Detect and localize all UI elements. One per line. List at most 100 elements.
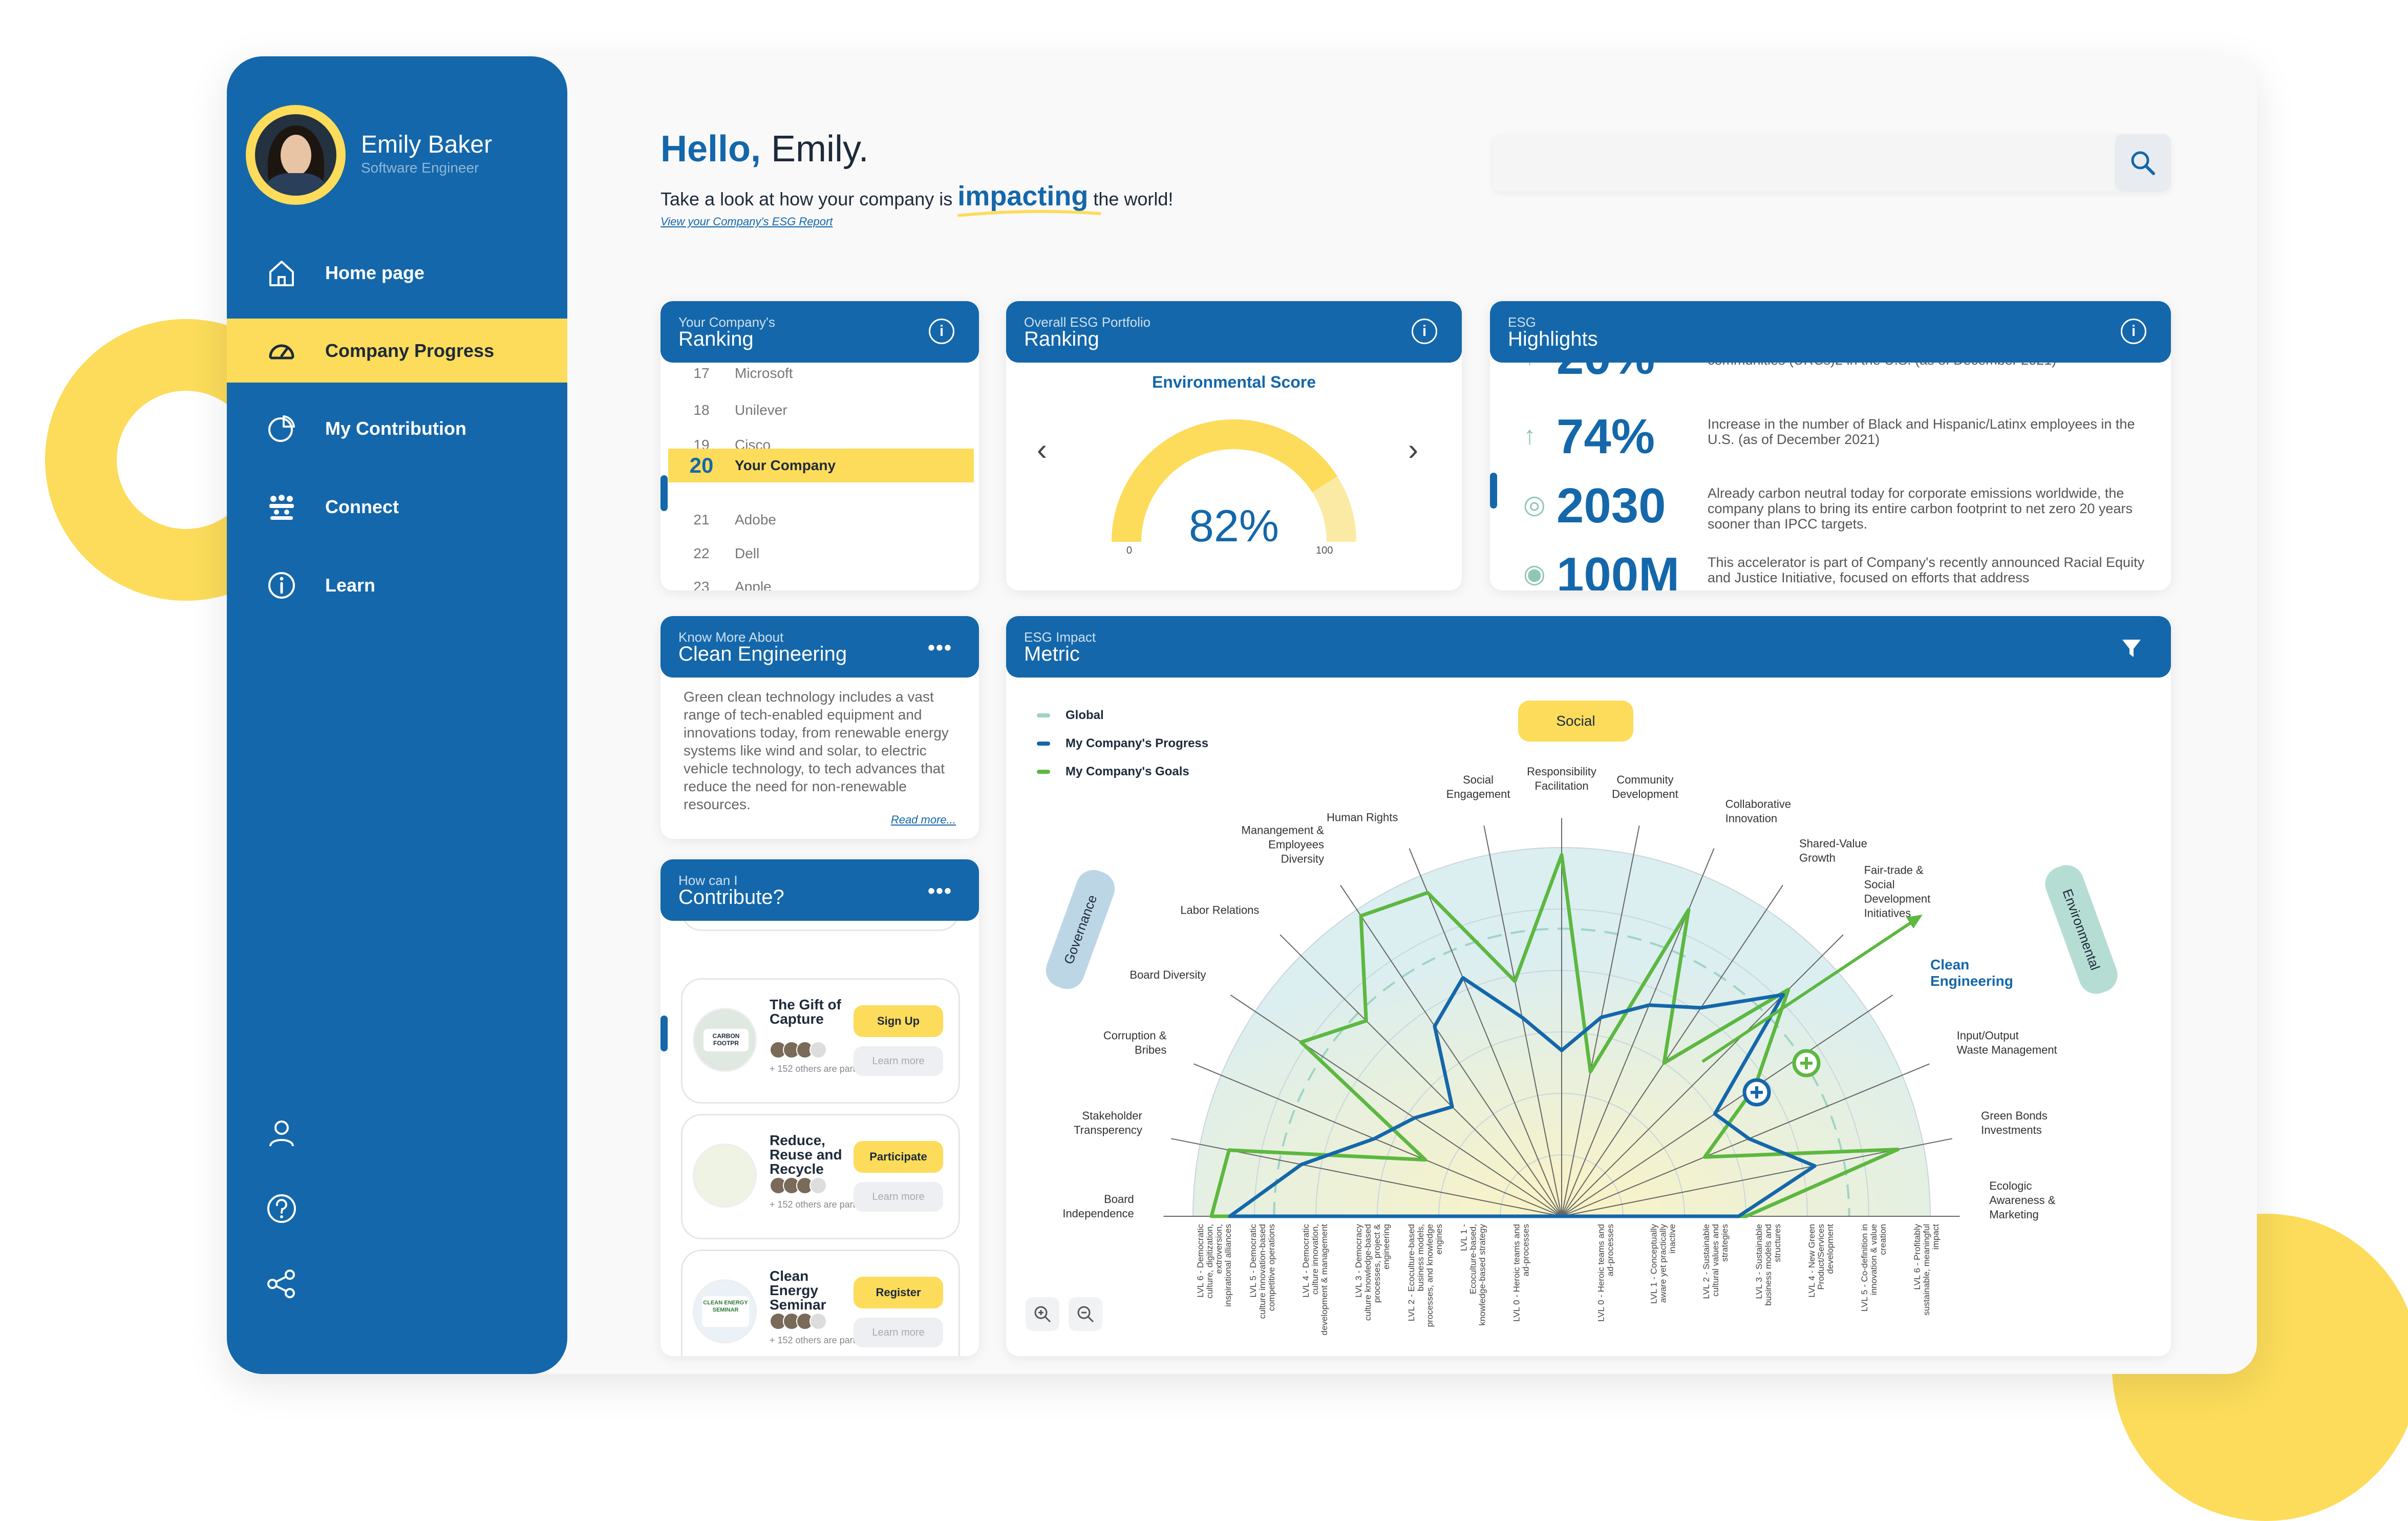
contribution-image: CLEAN ENERGY SEMINAR (693, 1279, 757, 1343)
plus-marker-goal[interactable] (1792, 1049, 1821, 1078)
governance-group-label[interactable]: Governance (1041, 865, 1120, 994)
page-subtitle: Take a look at how your company is impac… (660, 180, 1173, 217)
esg-report-link[interactable]: View your Company's ESG Report (660, 215, 833, 228)
card-title: Clean Engineering (678, 643, 847, 665)
rank-number: 20 (689, 453, 714, 477)
highlights-card-header: ESG Highlights i (1490, 301, 2171, 363)
scrollbar[interactable] (1490, 473, 1497, 509)
help-icon[interactable] (265, 1192, 298, 1225)
axis-label: Ecologic Awareness & Marketing (1989, 1179, 2056, 1221)
axis-label: Responsibility Facilitation (1527, 765, 1596, 792)
social-group-label[interactable]: Social (1518, 701, 1633, 742)
level-label: LVL 0 - Heroic teams andad-processes (1512, 1224, 1531, 1322)
card-title: Ranking (678, 328, 754, 350)
register-button[interactable]: Register (854, 1277, 943, 1308)
more-options-icon[interactable]: ••• (927, 637, 952, 659)
info-icon[interactable]: i (929, 319, 954, 344)
legend-item-global: Global (1037, 708, 1104, 723)
zoom-out-button[interactable] (1069, 1297, 1102, 1331)
environmental-group-label[interactable]: Environmental (2040, 860, 2122, 999)
ranking-row[interactable]: 21 Adobe (668, 504, 974, 536)
learn-more-button[interactable]: Learn more (854, 1046, 943, 1076)
ranking-row[interactable]: 18 Unilever (668, 394, 974, 426)
chevron-left-icon[interactable]: ‹ (1037, 432, 1047, 467)
search-input[interactable] (1493, 134, 2171, 192)
rank-company: Your Company (735, 457, 836, 473)
nav-active-highlight (227, 319, 567, 383)
ranking-row[interactable]: 17 Microsoft (668, 357, 974, 389)
ranking-row-highlighted[interactable]: 20 Your Company (668, 449, 974, 482)
search-button[interactable] (2115, 134, 2171, 192)
scrollbar[interactable] (660, 1016, 668, 1051)
learn-more-button[interactable]: Learn more (854, 1318, 943, 1347)
people-icon (269, 495, 294, 520)
contribution-image-badge: CLEAN ENERGY SEMINAR (702, 1296, 749, 1327)
info-icon[interactable]: i (2121, 319, 2146, 344)
ranking-row[interactable]: 23 Apple (668, 571, 974, 590)
rank-number: 17 (693, 365, 710, 381)
legend-label: My Company's Progress (1066, 736, 1209, 750)
axis-label: Corruption & Bribes (1103, 1029, 1167, 1056)
filter-icon[interactable] (2120, 637, 2143, 659)
participate-button[interactable]: Participate (854, 1141, 943, 1173)
subtitle-emphasis-text: impacting (957, 181, 1089, 212)
zoom-in-button[interactable] (1026, 1297, 1059, 1331)
know-more-text: Green clean technology includes a vast r… (684, 689, 949, 812)
greeting-hello: Hello, (660, 129, 761, 170)
axis-label: Collaborative Innovation (1725, 797, 1791, 825)
contribute-card-header: How can I Contribute? ••• (660, 859, 979, 921)
axis-label: Board Independence (1062, 1193, 1134, 1220)
profile-icon[interactable] (265, 1116, 298, 1149)
highlights-card: ↑ 20% Increase in the number of employee… (1490, 301, 2171, 590)
sidebar-item-my-contribution[interactable]: My Contribution (266, 406, 466, 452)
rank-company: Unilever (735, 402, 787, 418)
radar-spoke (1409, 848, 1562, 1217)
read-more-link[interactable]: Read more... (890, 813, 956, 826)
sidebar-item-home[interactable]: Home page (266, 250, 424, 296)
plus-marker-progress[interactable] (1742, 1078, 1771, 1107)
learn-more-button[interactable]: Learn more (854, 1182, 943, 1212)
avatar[interactable] (246, 105, 346, 205)
contribution-title: The Gift of Capture (770, 997, 841, 1027)
clean-engineering-arrow (1701, 915, 1923, 1063)
sidebar-item-company-progress[interactable]: Company Progress (266, 328, 494, 374)
score-value: 82% (1188, 500, 1280, 551)
series-progress (1228, 976, 1817, 1218)
level-label: LVL 2 - Sustainablecultural values andst… (1701, 1224, 1730, 1299)
axis-label: Board Diversity (1130, 968, 1206, 981)
sidebar-item-learn[interactable]: Learn (266, 562, 375, 608)
home-icon (269, 261, 294, 286)
more-options-icon[interactable]: ••• (927, 880, 952, 902)
share-icon[interactable] (265, 1268, 298, 1300)
rank-number: 22 (693, 545, 710, 561)
contribution-image-badge: CARBON FOOTPR (704, 1029, 749, 1051)
portfolio-card: Overall ESG Portfolio Ranking i Environm… (1006, 301, 1462, 590)
portfolio-card-header: Overall ESG Portfolio Ranking i (1006, 301, 1462, 363)
know-more-card-header: Know More About Clean Engineering ••• (660, 616, 979, 678)
card-title: Metric (1024, 643, 1080, 665)
card-kicker: ESG (1508, 314, 1536, 330)
card-kicker: Know More About (678, 629, 784, 645)
ranking-card: 17 Microsoft 18 Unilever 19 Cisco 20 Your Co… (660, 301, 979, 590)
card-title: Highlights (1508, 328, 1598, 350)
contribution-image (693, 1144, 757, 1208)
card-kicker: Overall ESG Portfolio (1024, 314, 1151, 330)
radar-spoke (1561, 884, 1783, 1217)
axis-label: Labor Relations (1180, 903, 1259, 916)
greeting-name: Emily. (761, 129, 869, 170)
sidebar-item-connect[interactable]: Connect (266, 484, 399, 530)
info-icon[interactable]: i (1412, 319, 1437, 344)
gauge-icon (269, 344, 294, 360)
scrollbar[interactable] (660, 475, 668, 511)
ranking-row[interactable]: 22 Dell (668, 538, 974, 569)
sidebar-item-label: Connect (325, 496, 399, 517)
highlight-description: This accelerator is part of Company's re… (1708, 555, 2145, 585)
legend-label: Global (1066, 708, 1104, 722)
chevron-right-icon[interactable]: › (1408, 432, 1418, 467)
pie-chart-icon (268, 415, 295, 442)
radar-spoke (1561, 826, 1640, 1217)
highlight-item: ◎ 2030 Already carbon neutral today for … (1490, 475, 2171, 537)
sign-up-button[interactable]: Sign Up (854, 1005, 943, 1037)
highlight-item: ◉ 100M This accelerator is part of Compa… (1490, 544, 2171, 590)
axis-label: Fair-trade & Social Development Initiatives (1864, 863, 1931, 919)
